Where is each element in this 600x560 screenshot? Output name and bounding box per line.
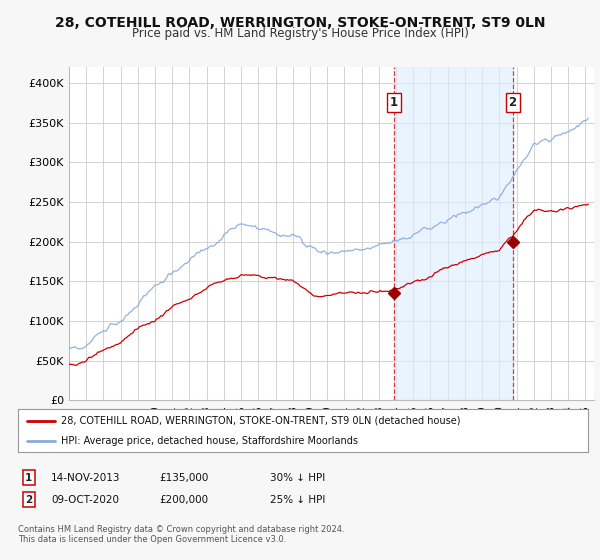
Text: 09-OCT-2020: 09-OCT-2020 <box>51 494 119 505</box>
Text: 2: 2 <box>25 494 32 505</box>
Text: Price paid vs. HM Land Registry's House Price Index (HPI): Price paid vs. HM Land Registry's House … <box>131 27 469 40</box>
Text: £200,000: £200,000 <box>159 494 208 505</box>
Text: 1: 1 <box>25 473 32 483</box>
Text: 1: 1 <box>390 96 398 109</box>
Text: 25% ↓ HPI: 25% ↓ HPI <box>270 494 325 505</box>
Text: Contains HM Land Registry data © Crown copyright and database right 2024.: Contains HM Land Registry data © Crown c… <box>18 525 344 534</box>
Text: £135,000: £135,000 <box>159 473 208 483</box>
Text: This data is licensed under the Open Government Licence v3.0.: This data is licensed under the Open Gov… <box>18 535 286 544</box>
Text: 14-NOV-2013: 14-NOV-2013 <box>51 473 121 483</box>
Text: 28, COTEHILL ROAD, WERRINGTON, STOKE-ON-TRENT, ST9 0LN (detached house): 28, COTEHILL ROAD, WERRINGTON, STOKE-ON-… <box>61 416 460 426</box>
Text: 2: 2 <box>509 96 517 109</box>
Text: 30% ↓ HPI: 30% ↓ HPI <box>270 473 325 483</box>
Bar <box>394 67 512 400</box>
Text: 28, COTEHILL ROAD, WERRINGTON, STOKE-ON-TRENT, ST9 0LN: 28, COTEHILL ROAD, WERRINGTON, STOKE-ON-… <box>55 16 545 30</box>
Text: HPI: Average price, detached house, Staffordshire Moorlands: HPI: Average price, detached house, Staf… <box>61 436 358 446</box>
